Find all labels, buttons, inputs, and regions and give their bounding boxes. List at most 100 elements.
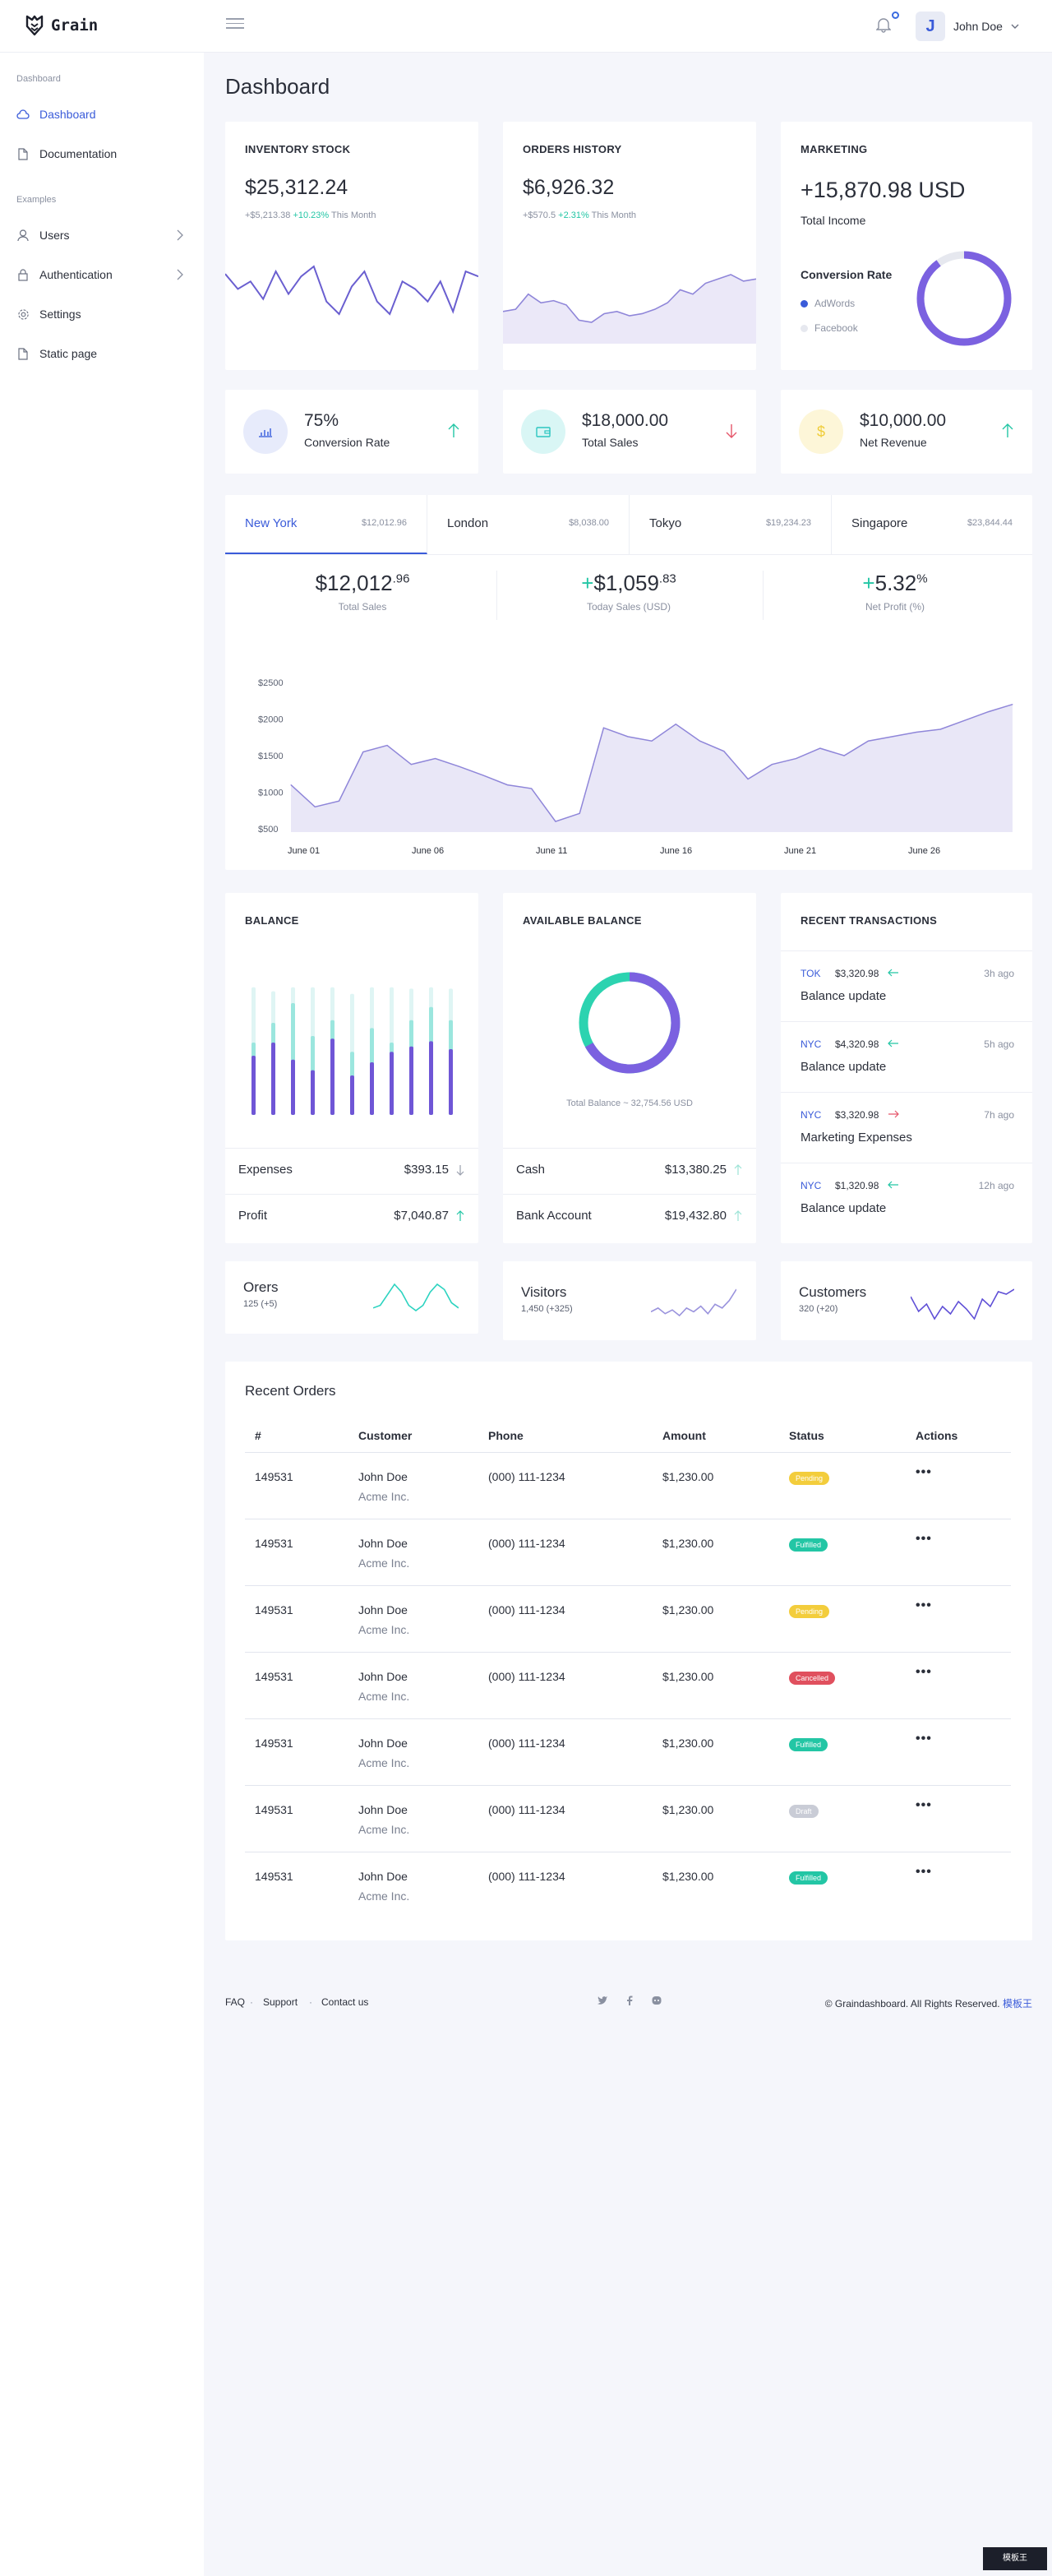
kpi-label: Today Sales (USD) xyxy=(586,601,671,613)
order-amount: $1,230.00 xyxy=(662,1470,714,1483)
legend-dot xyxy=(801,324,808,332)
sidebar-item-label: Dashboard xyxy=(39,108,96,121)
customer-company: Acme Inc. xyxy=(358,1690,410,1703)
customer-company: Acme Inc. xyxy=(358,1823,410,1836)
facebook-icon[interactable] xyxy=(624,1995,635,2006)
footer-link-contact[interactable]: Contact us xyxy=(321,1996,369,2008)
divider xyxy=(245,1585,1011,1586)
sales-by-city-card: New York $12,012.96 London $8,038.00 Tok… xyxy=(225,495,1032,870)
data-point xyxy=(627,736,629,738)
customer-phone: (000) 111-1234 xyxy=(488,1603,565,1616)
customers-sparkline xyxy=(911,1288,1014,1320)
logo[interactable]: Grain xyxy=(25,15,98,36)
twitter-icon[interactable] xyxy=(597,1995,608,2006)
arrow-down-icon xyxy=(726,424,737,438)
user-menu[interactable]: J John Doe xyxy=(916,12,1019,41)
expenses-value: $393.15 xyxy=(404,1163,449,1177)
data-point xyxy=(723,751,725,752)
tab-tokyo[interactable]: Tokyo $19,234.23 xyxy=(630,495,832,554)
row-actions-button[interactable]: ••• xyxy=(916,1865,932,1879)
orders-history-pct: +2.31% xyxy=(558,210,589,220)
customer-name: John Doe xyxy=(358,1470,408,1483)
tab-london[interactable]: London $8,038.00 xyxy=(427,495,630,554)
divider xyxy=(225,1194,478,1195)
menu-toggle-button[interactable] xyxy=(226,18,244,33)
marketing-value: +15,870.98 USD xyxy=(801,178,966,202)
sidebar-section-examples: Examples xyxy=(16,195,57,205)
data-point xyxy=(867,740,869,742)
kpi-net-profit: +5.32% Net Profit (%) xyxy=(761,571,1029,613)
orders-history-delta: +$570.5 xyxy=(523,210,556,220)
balance-bar xyxy=(271,991,275,1115)
data-point xyxy=(699,740,701,742)
conversion-donut-chart xyxy=(916,251,1012,346)
row-actions-button[interactable]: ••• xyxy=(916,1732,932,1746)
sidebar-item-label: Settings xyxy=(39,308,81,321)
sidebar-item-dashboard[interactable]: Dashboard xyxy=(0,102,204,127)
customer-name: John Doe xyxy=(358,1670,408,1683)
transaction-amount: $4,320.98 xyxy=(835,1038,879,1050)
x-tick-label: June 26 xyxy=(908,846,940,856)
status-badge: Fulfilled xyxy=(789,1871,828,1885)
mini-title: Orers xyxy=(243,1279,279,1295)
data-point xyxy=(651,740,653,742)
tab-singapore[interactable]: Singapore $23,844.44 xyxy=(832,495,1032,554)
conversion-rate-title: Conversion Rate xyxy=(801,268,893,281)
sidebar-item-users[interactable]: Users xyxy=(0,223,204,247)
stat-value: $10,000.00 xyxy=(860,411,947,430)
data-point xyxy=(579,812,580,814)
donut-segment xyxy=(916,251,1012,346)
customer-company: Acme Inc. xyxy=(358,1623,410,1636)
column-header: # xyxy=(255,1429,261,1442)
row-actions-button[interactable]: ••• xyxy=(916,1798,932,1812)
status-badge: Draft xyxy=(789,1805,819,1818)
tab-value: $8,038.00 xyxy=(569,518,609,528)
data-point xyxy=(892,736,893,738)
transaction-city: NYC xyxy=(801,1180,822,1191)
tab-label: London xyxy=(447,516,489,530)
legend-dot xyxy=(801,299,808,308)
divider xyxy=(503,1148,756,1149)
data-point xyxy=(771,764,773,765)
row-actions-button[interactable]: ••• xyxy=(916,1532,932,1546)
footer-link-support[interactable]: Support xyxy=(263,1996,298,2008)
sidebar-item-static-page[interactable]: Static page xyxy=(0,341,204,366)
orders-history-area-chart xyxy=(503,274,756,344)
sidebar-item-documentation[interactable]: Documentation xyxy=(0,141,204,166)
copyright: © Graindashboard. All Rights Reserved. 模… xyxy=(825,1996,1032,2010)
x-tick-label: June 16 xyxy=(660,846,692,856)
orders-sparkline xyxy=(373,1283,459,1311)
data-point xyxy=(386,745,388,747)
y-tick-label: $1000 xyxy=(258,789,284,798)
bank-account-label: Bank Account xyxy=(516,1209,592,1223)
order-id: 149531 xyxy=(255,1737,293,1750)
row-actions-button[interactable]: ••• xyxy=(916,1598,932,1612)
divider xyxy=(225,1148,478,1149)
tab-new-york[interactable]: New York $12,012.96 xyxy=(225,495,427,554)
legend-label: AdWords xyxy=(814,298,856,309)
footer-separator: · xyxy=(250,1996,253,2008)
transaction-item[interactable]: NYC $4,320.98 5h ago Balance update xyxy=(781,1021,1032,1092)
transaction-item[interactable]: TOK $3,320.98 3h ago Balance update xyxy=(781,950,1032,1021)
row-actions-button[interactable]: ••• xyxy=(916,1465,932,1479)
transaction-item[interactable]: NYC $3,320.98 7h ago Marketing Expenses xyxy=(781,1092,1032,1163)
column-header: Actions xyxy=(916,1429,958,1442)
customer-name: John Doe xyxy=(358,1870,408,1883)
github-icon[interactable] xyxy=(651,1995,662,2006)
orders-history-value: $6,926.32 xyxy=(523,176,615,199)
y-tick-label: $500 xyxy=(258,825,278,835)
sidebar-item-settings[interactable]: Settings xyxy=(0,302,204,326)
order-id: 149531 xyxy=(255,1537,293,1550)
stat-card-net-revenue: $ $10,000.00 Net Revenue xyxy=(781,390,1032,474)
customer-phone: (000) 111-1234 xyxy=(488,1737,565,1750)
customer-phone: (000) 111-1234 xyxy=(488,1470,565,1483)
row-actions-button[interactable]: ••• xyxy=(916,1665,932,1679)
transaction-time: 12h ago xyxy=(978,1180,1014,1191)
footer-link-faq[interactable]: FAQ xyxy=(225,1996,246,2008)
copyright-brand-link[interactable]: 模板王 xyxy=(1002,1998,1032,2009)
transaction-item[interactable]: NYC $1,320.98 12h ago Balance update xyxy=(781,1163,1032,1233)
sidebar-item-authentication[interactable]: Authentication xyxy=(0,262,204,287)
balance-bar xyxy=(330,987,335,1115)
sparkline-line xyxy=(373,1283,459,1311)
notifications-button[interactable] xyxy=(875,12,899,36)
